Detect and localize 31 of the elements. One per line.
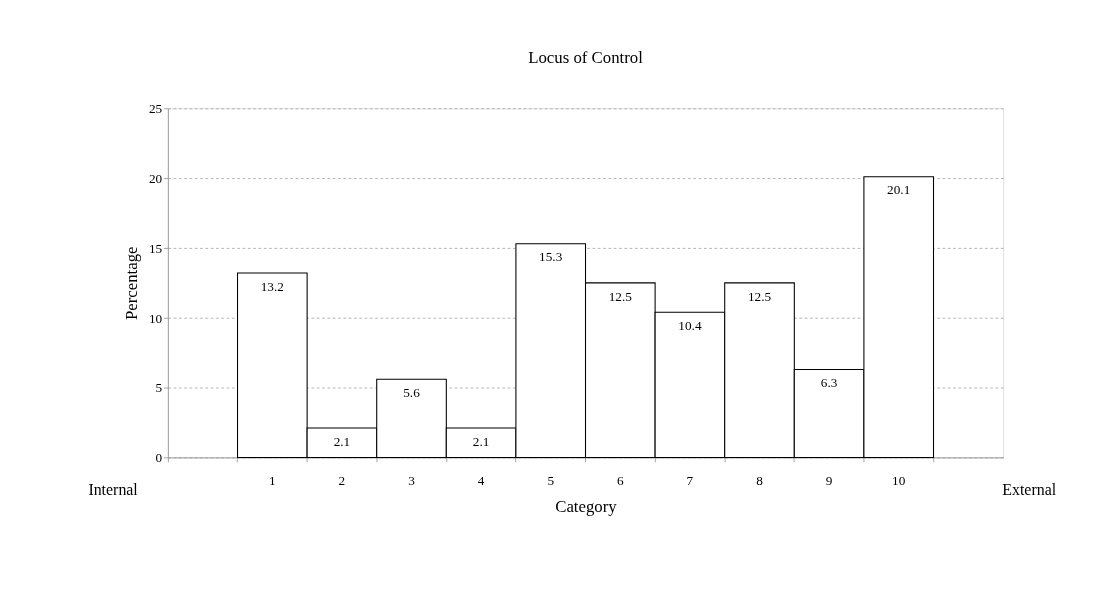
y-axis-title: Percentage [121,246,141,321]
y-tick-label: 0 [155,450,163,466]
y-tick-label: 10 [148,310,163,326]
x-tick-label: 6 [617,473,624,489]
x-tick-label: 7 [686,473,694,489]
text: Internal [88,481,139,499]
y-tick-label: 20 [148,170,163,186]
data-label: 6.3 [820,375,838,391]
data-label: 2.1 [472,433,490,449]
text: External [1002,481,1057,499]
x-tick-label: 1 [269,473,276,489]
x-tick-label: 9 [825,473,833,489]
data-label: 20.1 [887,182,911,198]
x-tick-label: 5 [547,473,555,489]
data-label: 15.3 [539,249,563,265]
x-tick-label: 4 [477,473,485,489]
y-tick-label: 25 [148,101,163,117]
x-tick-label: 10 [892,473,906,489]
x-axis-title: Category [555,496,618,516]
data-label: 2.1 [333,433,351,449]
data-label: 12.5 [747,288,772,304]
y-tick-label: 15 [148,240,163,256]
data-label: 13.2 [260,278,284,294]
data-label: 10.4 [678,317,702,333]
data-label: 5.6 [403,384,421,400]
chart-title: Locus of Control [528,48,644,68]
x-tick-label: 2 [338,473,346,489]
x-tick-label: 8 [756,473,764,489]
x-tick-label: 3 [408,473,416,489]
y-tick-label: 5 [155,380,163,396]
data-label: 12.5 [608,288,633,304]
